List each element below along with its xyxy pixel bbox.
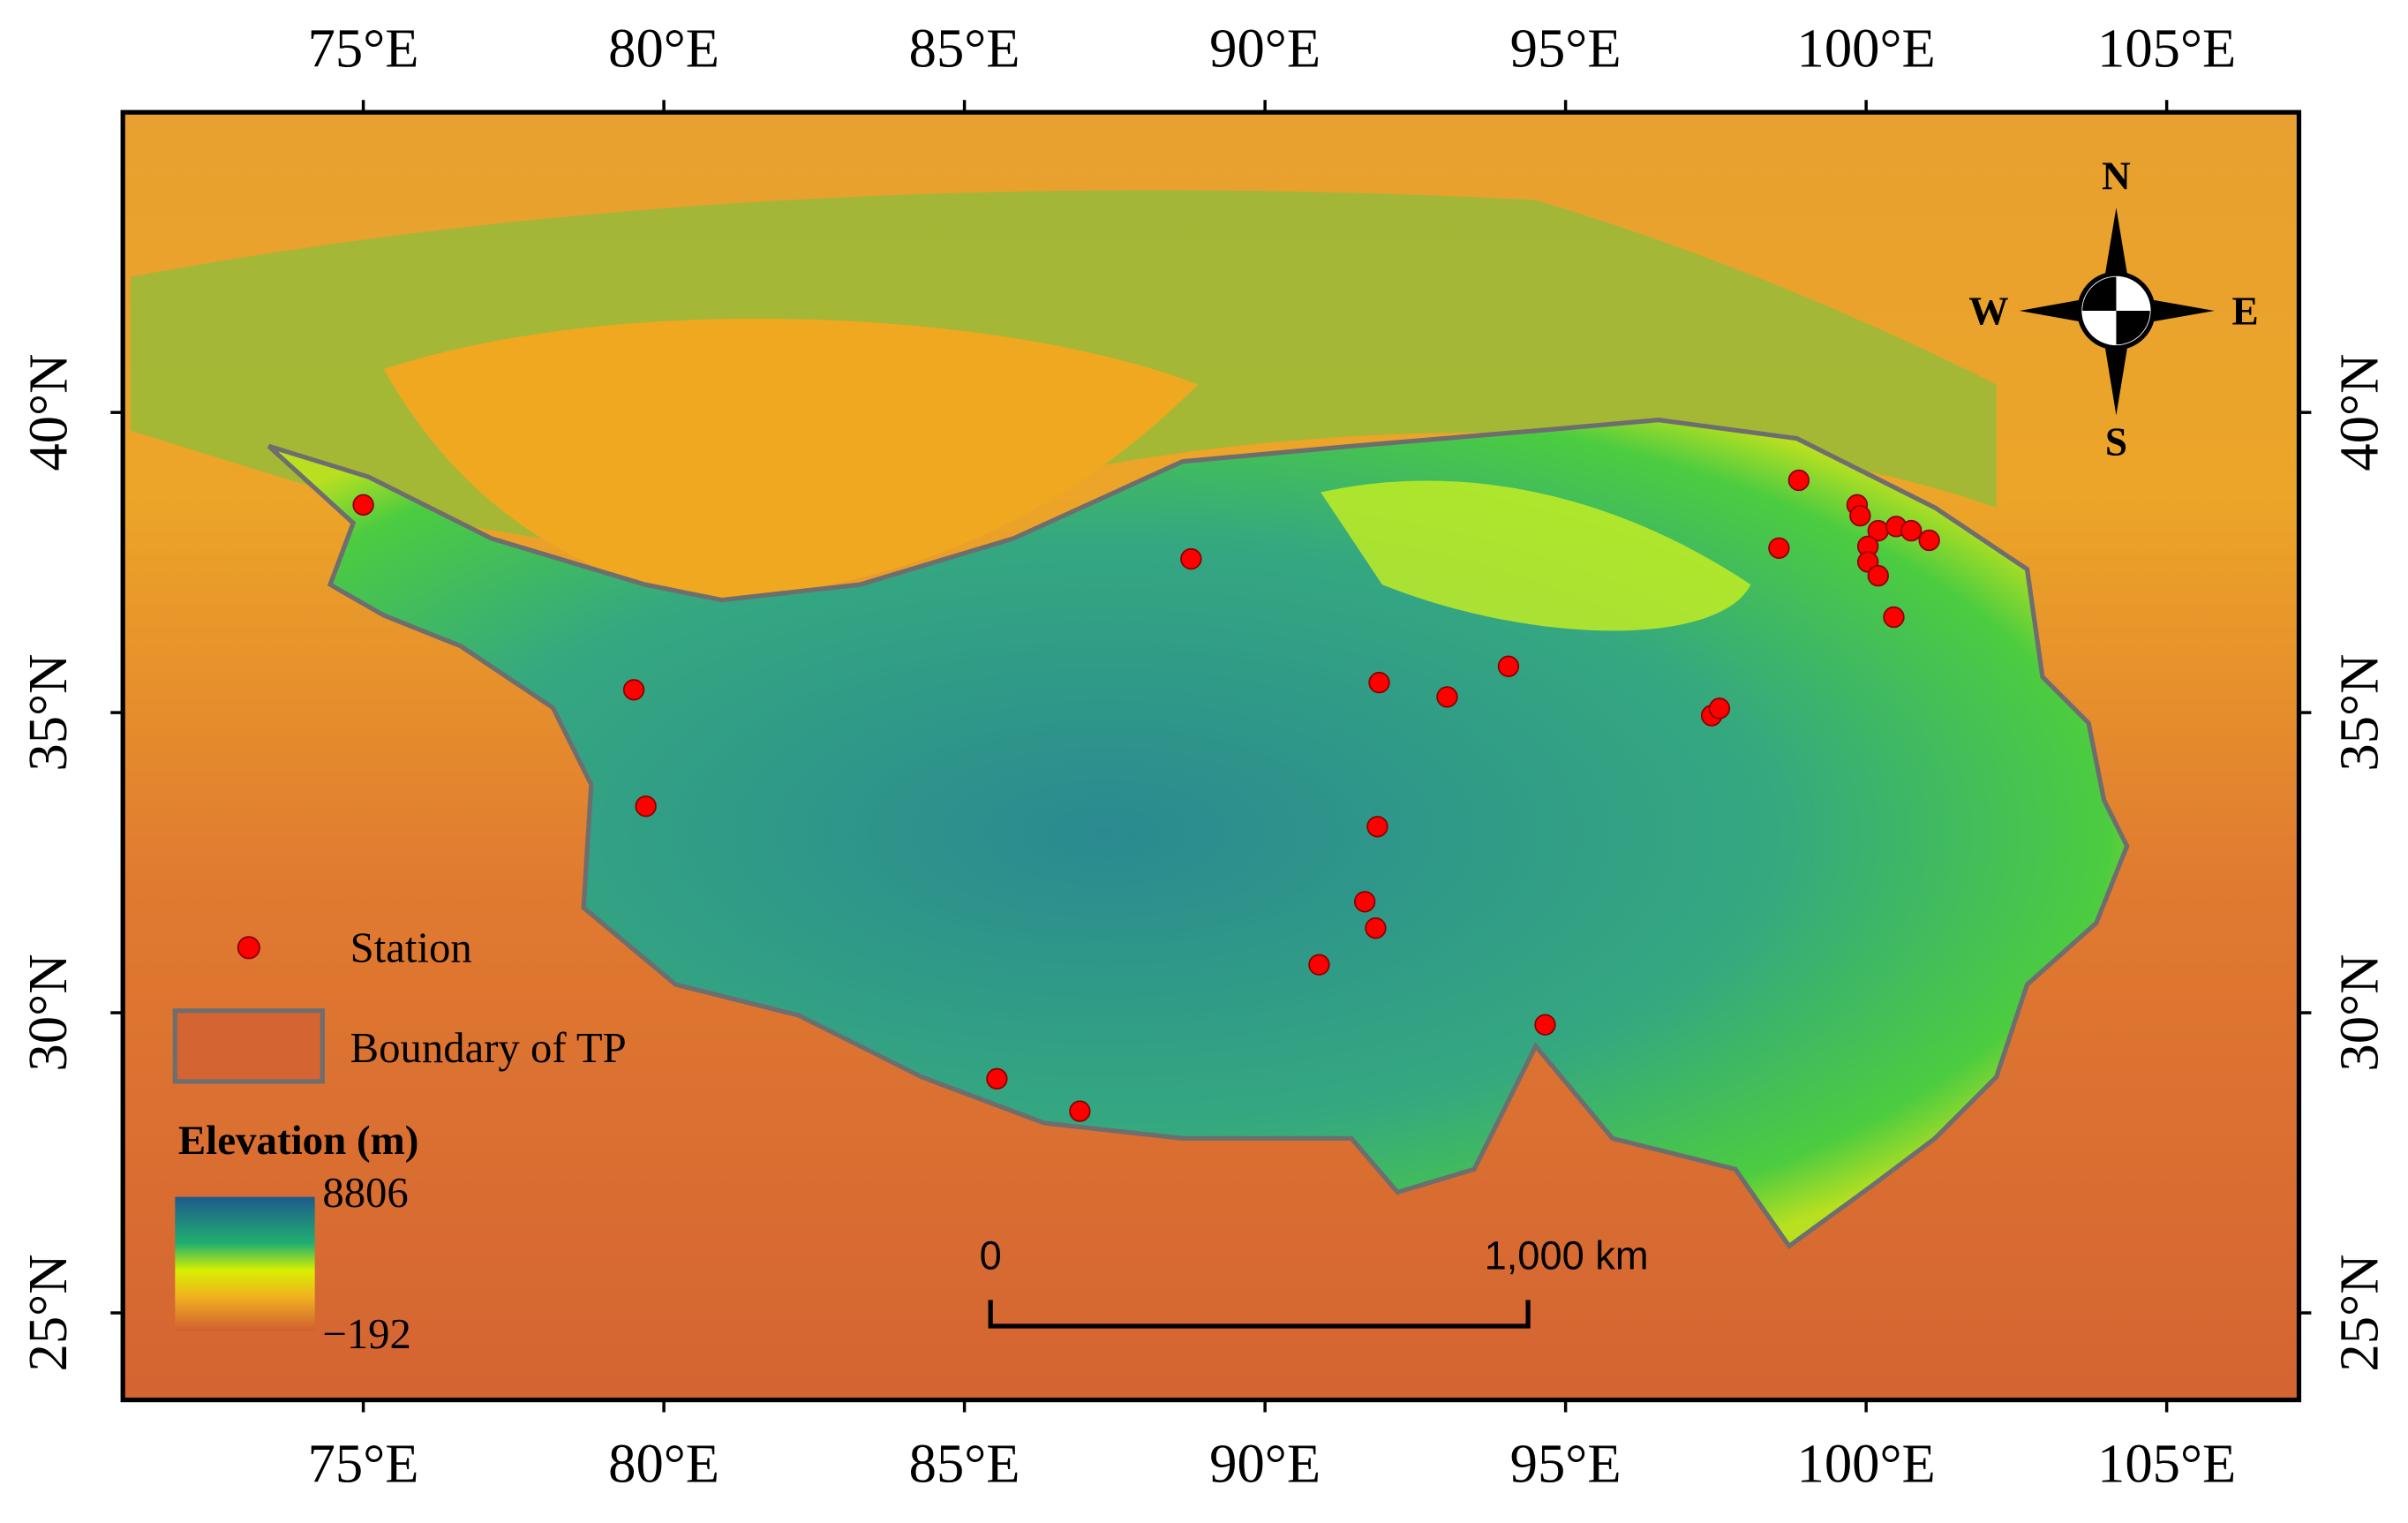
- x-tick-label-bottom: 95°E: [1510, 1432, 1622, 1494]
- x-tick-label-top: 85°E: [909, 17, 1020, 79]
- station: [352, 494, 374, 516]
- y-tick-label-right: 30°N: [2329, 954, 2390, 1072]
- x-tick-label-bottom: 90°E: [1209, 1432, 1321, 1494]
- scale-bar-end: 1,000 km: [1485, 1233, 1649, 1278]
- station: [1849, 504, 1871, 527]
- y-tick-label-right: 35°N: [2329, 654, 2390, 772]
- station: [1900, 519, 1923, 542]
- y-tick-label-right: 25°N: [2329, 1254, 2390, 1371]
- map-frame: [120, 109, 2302, 1403]
- compass-rose: [2019, 207, 2215, 416]
- tarim-basin: [383, 318, 1199, 600]
- x-tick-label-bottom: 105°E: [2097, 1432, 2236, 1494]
- compass-east: E: [2231, 290, 2258, 334]
- x-tick-label-top: 100°E: [1797, 17, 1936, 79]
- station: [986, 1067, 1008, 1090]
- y-tick-label-left: 35°N: [17, 654, 79, 772]
- station: [1883, 606, 1905, 629]
- colorbar-max: 8806: [322, 1169, 408, 1217]
- station: [1180, 547, 1202, 570]
- y-tick-label-left: 25°N: [17, 1254, 79, 1371]
- legend-boundary-label: Boundary of TP: [350, 1024, 627, 1072]
- compass-west: W: [1968, 290, 2008, 334]
- x-tick-label-bottom: 75°E: [308, 1432, 419, 1494]
- station: [1365, 916, 1387, 939]
- colorbar-title: Elevation (m): [178, 1118, 419, 1164]
- scale-bar-start: 0: [980, 1233, 1002, 1278]
- tp-boundary: [267, 418, 2130, 1250]
- station: [1436, 686, 1458, 708]
- x-tick-label-top: 75°E: [308, 17, 419, 79]
- colorbar-min: −192: [322, 1310, 411, 1358]
- qaidam-basin: [1321, 480, 1751, 631]
- station: [1353, 891, 1376, 913]
- x-tick-label-top: 105°E: [2097, 17, 2236, 79]
- station: [1069, 1100, 1091, 1122]
- x-tick-label-bottom: 100°E: [1797, 1432, 1936, 1494]
- station: [1497, 655, 1520, 677]
- compass-south: S: [2105, 420, 2127, 464]
- legend-station-label: Station: [350, 924, 472, 972]
- station: [622, 679, 645, 701]
- station: [1534, 1014, 1556, 1036]
- y-tick-label-left: 30°N: [17, 954, 79, 1072]
- y-tick-label-right: 40°N: [2329, 354, 2390, 471]
- legend-boundary-symbol: [172, 1008, 325, 1084]
- station: [1768, 537, 1790, 560]
- y-tick-label-left: 40°N: [17, 354, 79, 471]
- compass-north: N: [2102, 154, 2131, 198]
- station: [1918, 529, 1940, 552]
- x-tick-label-top: 95°E: [1510, 17, 1622, 79]
- station: [1368, 671, 1390, 694]
- station: [635, 795, 657, 818]
- scale-bar: [988, 1300, 1531, 1329]
- x-tick-label-top: 90°E: [1209, 17, 1321, 79]
- colorbar: [175, 1196, 315, 1331]
- x-tick-label-bottom: 85°E: [909, 1432, 1020, 1494]
- station: [1708, 697, 1731, 720]
- x-tick-label-top: 80°E: [608, 17, 719, 79]
- x-tick-label-bottom: 80°E: [608, 1432, 719, 1494]
- legend-station-symbol: [237, 936, 260, 960]
- station: [1308, 954, 1330, 976]
- station: [1366, 816, 1388, 838]
- station: [1787, 469, 1810, 492]
- station: [1867, 564, 1889, 587]
